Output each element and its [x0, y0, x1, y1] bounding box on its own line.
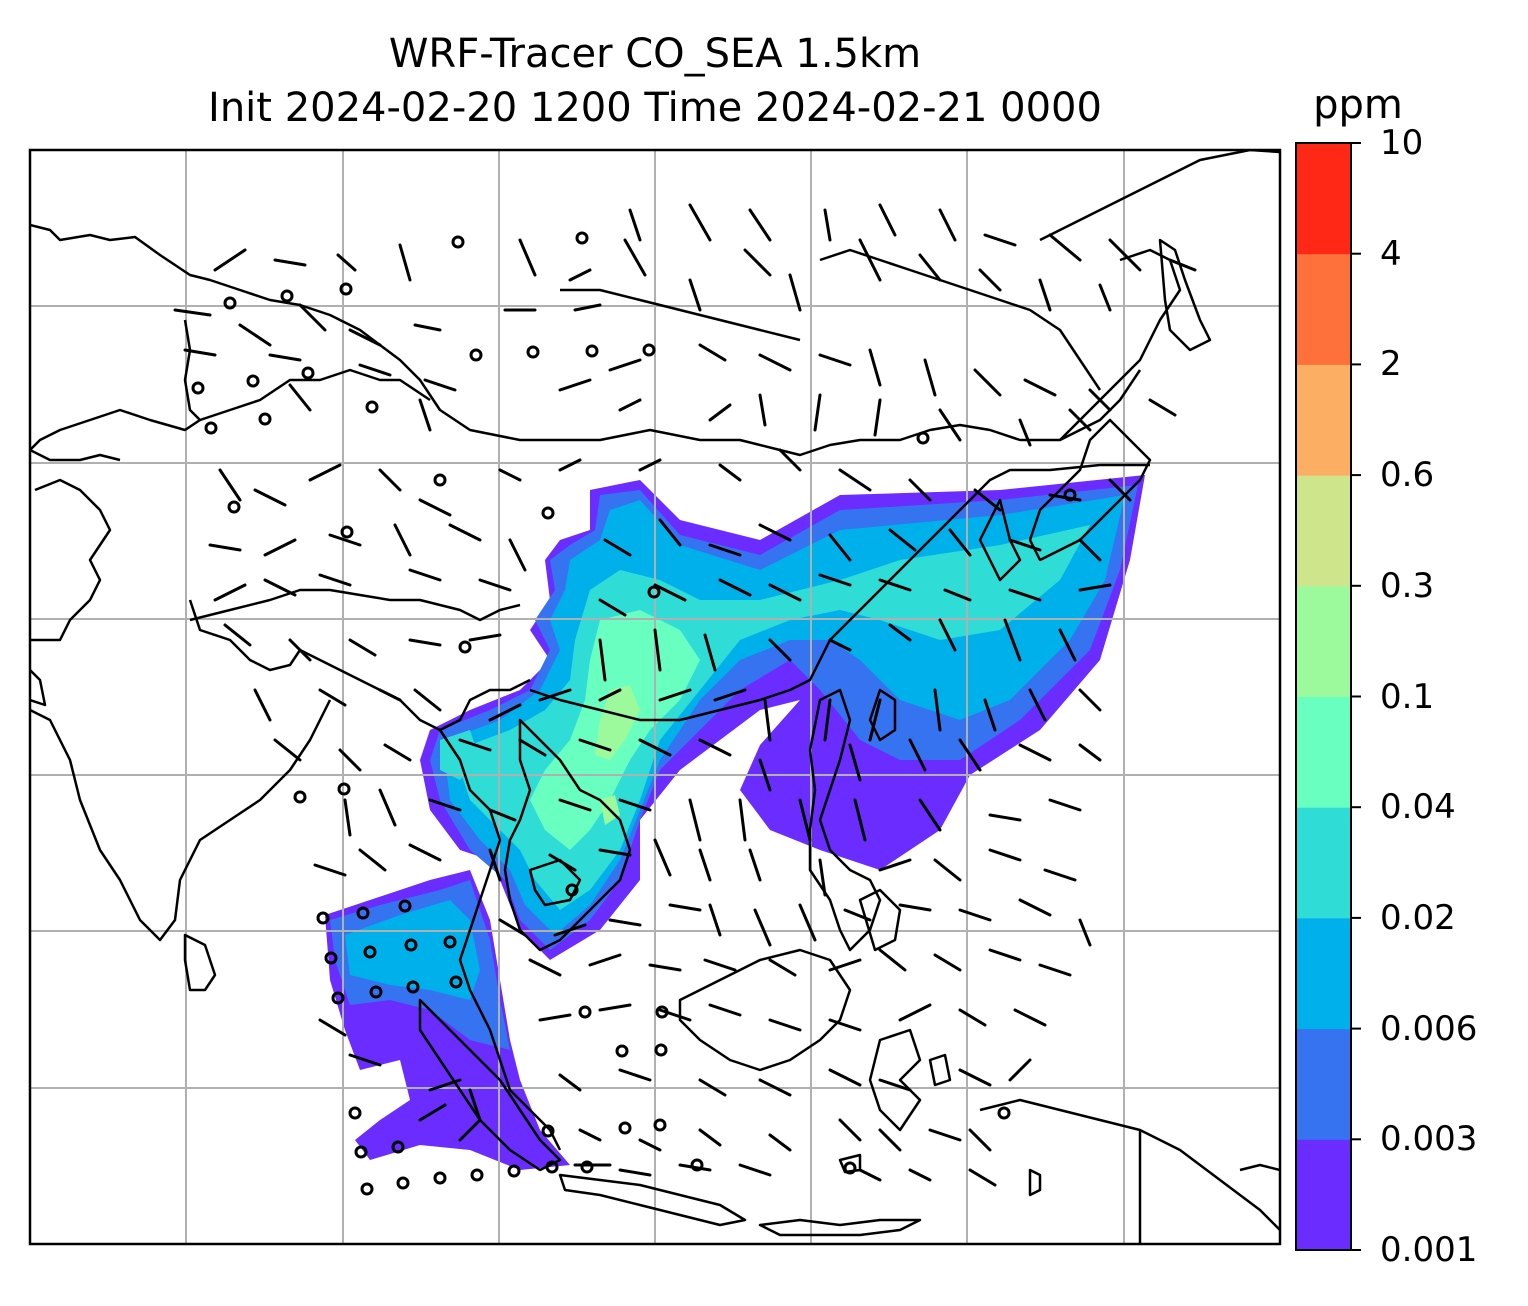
colorbar-tick-label: 0.1 [1380, 676, 1435, 717]
colorbar-tick-label: 0.3 [1380, 565, 1435, 606]
colorbar-tick-label: 0.04 [1380, 787, 1456, 828]
colorbar-tick-label: 4 [1380, 233, 1402, 274]
colorbar-tick-label: 0.003 [1380, 1119, 1478, 1160]
calm-wind-markers [191, 231, 1077, 1196]
tracer-plume [325, 475, 1145, 1170]
wind-barbs [173, 203, 1197, 1187]
colorbar-tick-label: 2 [1380, 344, 1402, 385]
colorbar-segment [1296, 585, 1351, 697]
colorbar-tick-label: 0.6 [1380, 455, 1435, 496]
colorbar-segment [1296, 475, 1351, 587]
colorbar-segment [1296, 253, 1351, 365]
map-title-line-2: Init 2024-02-20 1200 Time 2024-02-21 000… [208, 85, 1102, 131]
colorbar-tick-label: 0.006 [1380, 1008, 1478, 1049]
colorbar-unit-label: ppm [1313, 82, 1403, 128]
colorbar-segment [1296, 1028, 1351, 1140]
colorbar [1295, 142, 1361, 1251]
map-title-line-1: WRF-Tracer CO_SEA 1.5km [388, 31, 922, 77]
map-frame [28, 148, 1282, 1246]
colorbar-tick-label: 10 [1380, 123, 1424, 163]
colorbar-segment [1296, 917, 1351, 1030]
colorbar-tick-label: 0.02 [1380, 897, 1456, 938]
colorbar-segment [1296, 807, 1351, 919]
colorbar-segment [1296, 696, 1351, 808]
coastlines-and-borders [30, 150, 1280, 1244]
colorbar-tick-label: 0.001 [1380, 1230, 1478, 1270]
map-gridlines [30, 150, 1280, 1244]
colorbar-segment [1296, 1139, 1351, 1251]
plume-level-6 [595, 685, 640, 825]
colorbar-segment [1296, 143, 1351, 255]
colorbar-segment [1296, 364, 1351, 476]
